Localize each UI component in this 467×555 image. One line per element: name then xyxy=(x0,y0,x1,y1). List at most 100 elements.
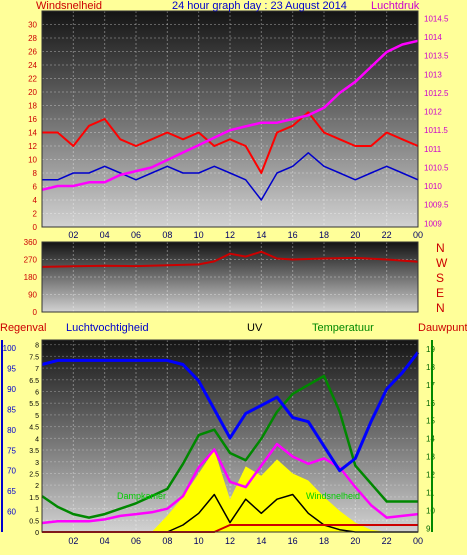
wind-axis-tick: 30 xyxy=(28,21,37,30)
rain-label: Regenval xyxy=(0,322,46,334)
wind-axis-tick: 16 xyxy=(28,115,37,124)
temperature-axis-tick: 15 xyxy=(426,417,435,426)
x-tick-label: 22 xyxy=(382,536,392,546)
uv-axis-tick: 1.5 xyxy=(29,495,39,502)
temperature-axis-tick: 13 xyxy=(426,453,435,462)
x-tick-label: 06 xyxy=(131,230,141,240)
temperature-axis-tick: 18 xyxy=(426,363,435,372)
uv-axis-tick: 2.5 xyxy=(29,471,39,478)
wind-average-line xyxy=(42,152,419,201)
x-tick-label: 18 xyxy=(319,536,329,546)
temperature-axis-tick: 9 xyxy=(426,524,431,533)
x-tick-label: 22 xyxy=(382,230,392,240)
wind-axis-tick: 0 xyxy=(33,223,38,232)
x-tick-label: 02 xyxy=(68,230,78,240)
temperature-axis-tick: 16 xyxy=(426,399,435,408)
pressure-axis-tick: 1010.5 xyxy=(424,163,449,172)
wind-axis-tick: 2 xyxy=(33,210,38,219)
chart-title: 24 hour graph day : 23 August 2014 xyxy=(172,0,347,12)
temperature-axis-tick: 11 xyxy=(426,489,435,498)
x-tick-label: 04 xyxy=(100,536,110,546)
x-tick-label: 16 xyxy=(288,536,298,546)
pressure-axis-tick: 1013.5 xyxy=(424,52,449,61)
plot-border xyxy=(41,10,419,228)
temperature-line xyxy=(41,374,418,519)
x-tick-label: 10 xyxy=(194,230,204,240)
direction-axis-tick: 0 xyxy=(33,308,38,317)
x-tick-label: 14 xyxy=(256,230,266,240)
x-tick-label: 16 xyxy=(288,230,298,240)
uv-axis-tick: 4.5 xyxy=(29,425,39,432)
wind-axis-tick: 8 xyxy=(33,169,38,178)
x-tick-label: 12 xyxy=(225,536,235,546)
uv-label: UV xyxy=(247,322,263,334)
humidity-line xyxy=(41,351,420,473)
direction-axis-tick: 360 xyxy=(24,238,38,247)
wind-axis-tick: 12 xyxy=(28,142,37,151)
humidity-axis-tick: 85 xyxy=(7,405,16,414)
direction-axis-tick: 270 xyxy=(24,256,38,265)
dewpoint-label: Dauwpunt xyxy=(418,322,467,334)
humidity-axis-tick: 90 xyxy=(7,385,16,394)
x-tick-label: 08 xyxy=(162,536,172,546)
temperature-axis-tick: 12 xyxy=(426,471,435,480)
temperature-label: Temperatuur xyxy=(312,322,374,334)
wind-axis-tick: 18 xyxy=(28,102,37,111)
pressure-axis-tick: 1011.5 xyxy=(424,126,448,135)
pressure-axis-tick: 1011 xyxy=(424,145,442,154)
direction-axis-tick: 90 xyxy=(28,291,37,300)
pressure-axis-tick: 1012 xyxy=(424,108,442,117)
uv-axis-tick: 6.5 xyxy=(29,378,39,385)
humidity-label: Luchtvochtigheid xyxy=(66,322,149,334)
pressure-label: Luchtdruk xyxy=(371,0,420,12)
uv-axis-tick: 2 xyxy=(35,483,39,490)
wind-axis-tick: 14 xyxy=(28,129,37,138)
plot-border xyxy=(41,339,419,533)
pressure-line xyxy=(41,39,419,192)
uv-axis-tick: 1 xyxy=(35,507,39,514)
pressure-axis-tick: 1012.5 xyxy=(424,89,449,98)
compass-s: S xyxy=(436,271,444,285)
wind-axis-tick: 22 xyxy=(28,75,37,84)
inner-label-windsnelheid: Windsnelheid xyxy=(306,491,360,501)
temperature-axis-tick: 10 xyxy=(426,506,435,515)
x-tick-label: 10 xyxy=(194,536,204,546)
uv-axis-tick: 0 xyxy=(35,530,39,537)
wind-axis-tick: 6 xyxy=(33,183,38,192)
x-tick-label: 18 xyxy=(319,230,329,240)
uv-axis-tick: 8 xyxy=(35,343,39,350)
compass-n-bottom: N xyxy=(436,301,445,315)
x-tick-label: 00 xyxy=(413,230,423,240)
wind-axis-tick: 20 xyxy=(28,88,37,97)
x-tick-label: 20 xyxy=(350,536,360,546)
x-tick-label: 08 xyxy=(162,230,172,240)
humidity-axis-tick: 95 xyxy=(7,365,16,374)
direction-axis-tick: 180 xyxy=(24,273,38,282)
inner-label-dampkamer: Dampkamer xyxy=(117,491,166,501)
temperature-axis-tick: 19 xyxy=(426,345,435,354)
temperature-axis-tick: 17 xyxy=(426,381,435,390)
pressure-axis-tick: 1014.5 xyxy=(424,14,449,23)
humidity-axis-tick: 75 xyxy=(7,446,16,455)
wind-axis-tick: 28 xyxy=(28,34,37,43)
x-tick-label: 12 xyxy=(225,230,235,240)
uv-axis-tick: 5.5 xyxy=(29,401,39,408)
humidity-axis-tick: 70 xyxy=(7,467,16,476)
x-tick-label: 06 xyxy=(131,536,141,546)
pressure-axis-tick: 1013 xyxy=(424,70,442,79)
compass-e: E xyxy=(436,286,444,300)
x-tick-label: 02 xyxy=(68,536,78,546)
wind-axis-tick: 4 xyxy=(33,196,38,205)
wind-speed-label: Windsnelheid xyxy=(36,0,102,12)
pressure-axis-tick: 1014 xyxy=(424,33,442,42)
humidity-axis-tick: 100 xyxy=(3,344,17,353)
x-tick-label: 20 xyxy=(350,230,360,240)
uv-axis-tick: 7 xyxy=(35,366,39,373)
uv-axis-tick: 3 xyxy=(35,460,39,467)
wind-axis-tick: 10 xyxy=(28,156,37,165)
uv-axis-tick: 5 xyxy=(35,413,39,420)
uv-axis-tick: 0.5 xyxy=(29,518,39,525)
wind-direction-line xyxy=(41,250,419,268)
humidity-axis-tick: 65 xyxy=(7,487,16,496)
